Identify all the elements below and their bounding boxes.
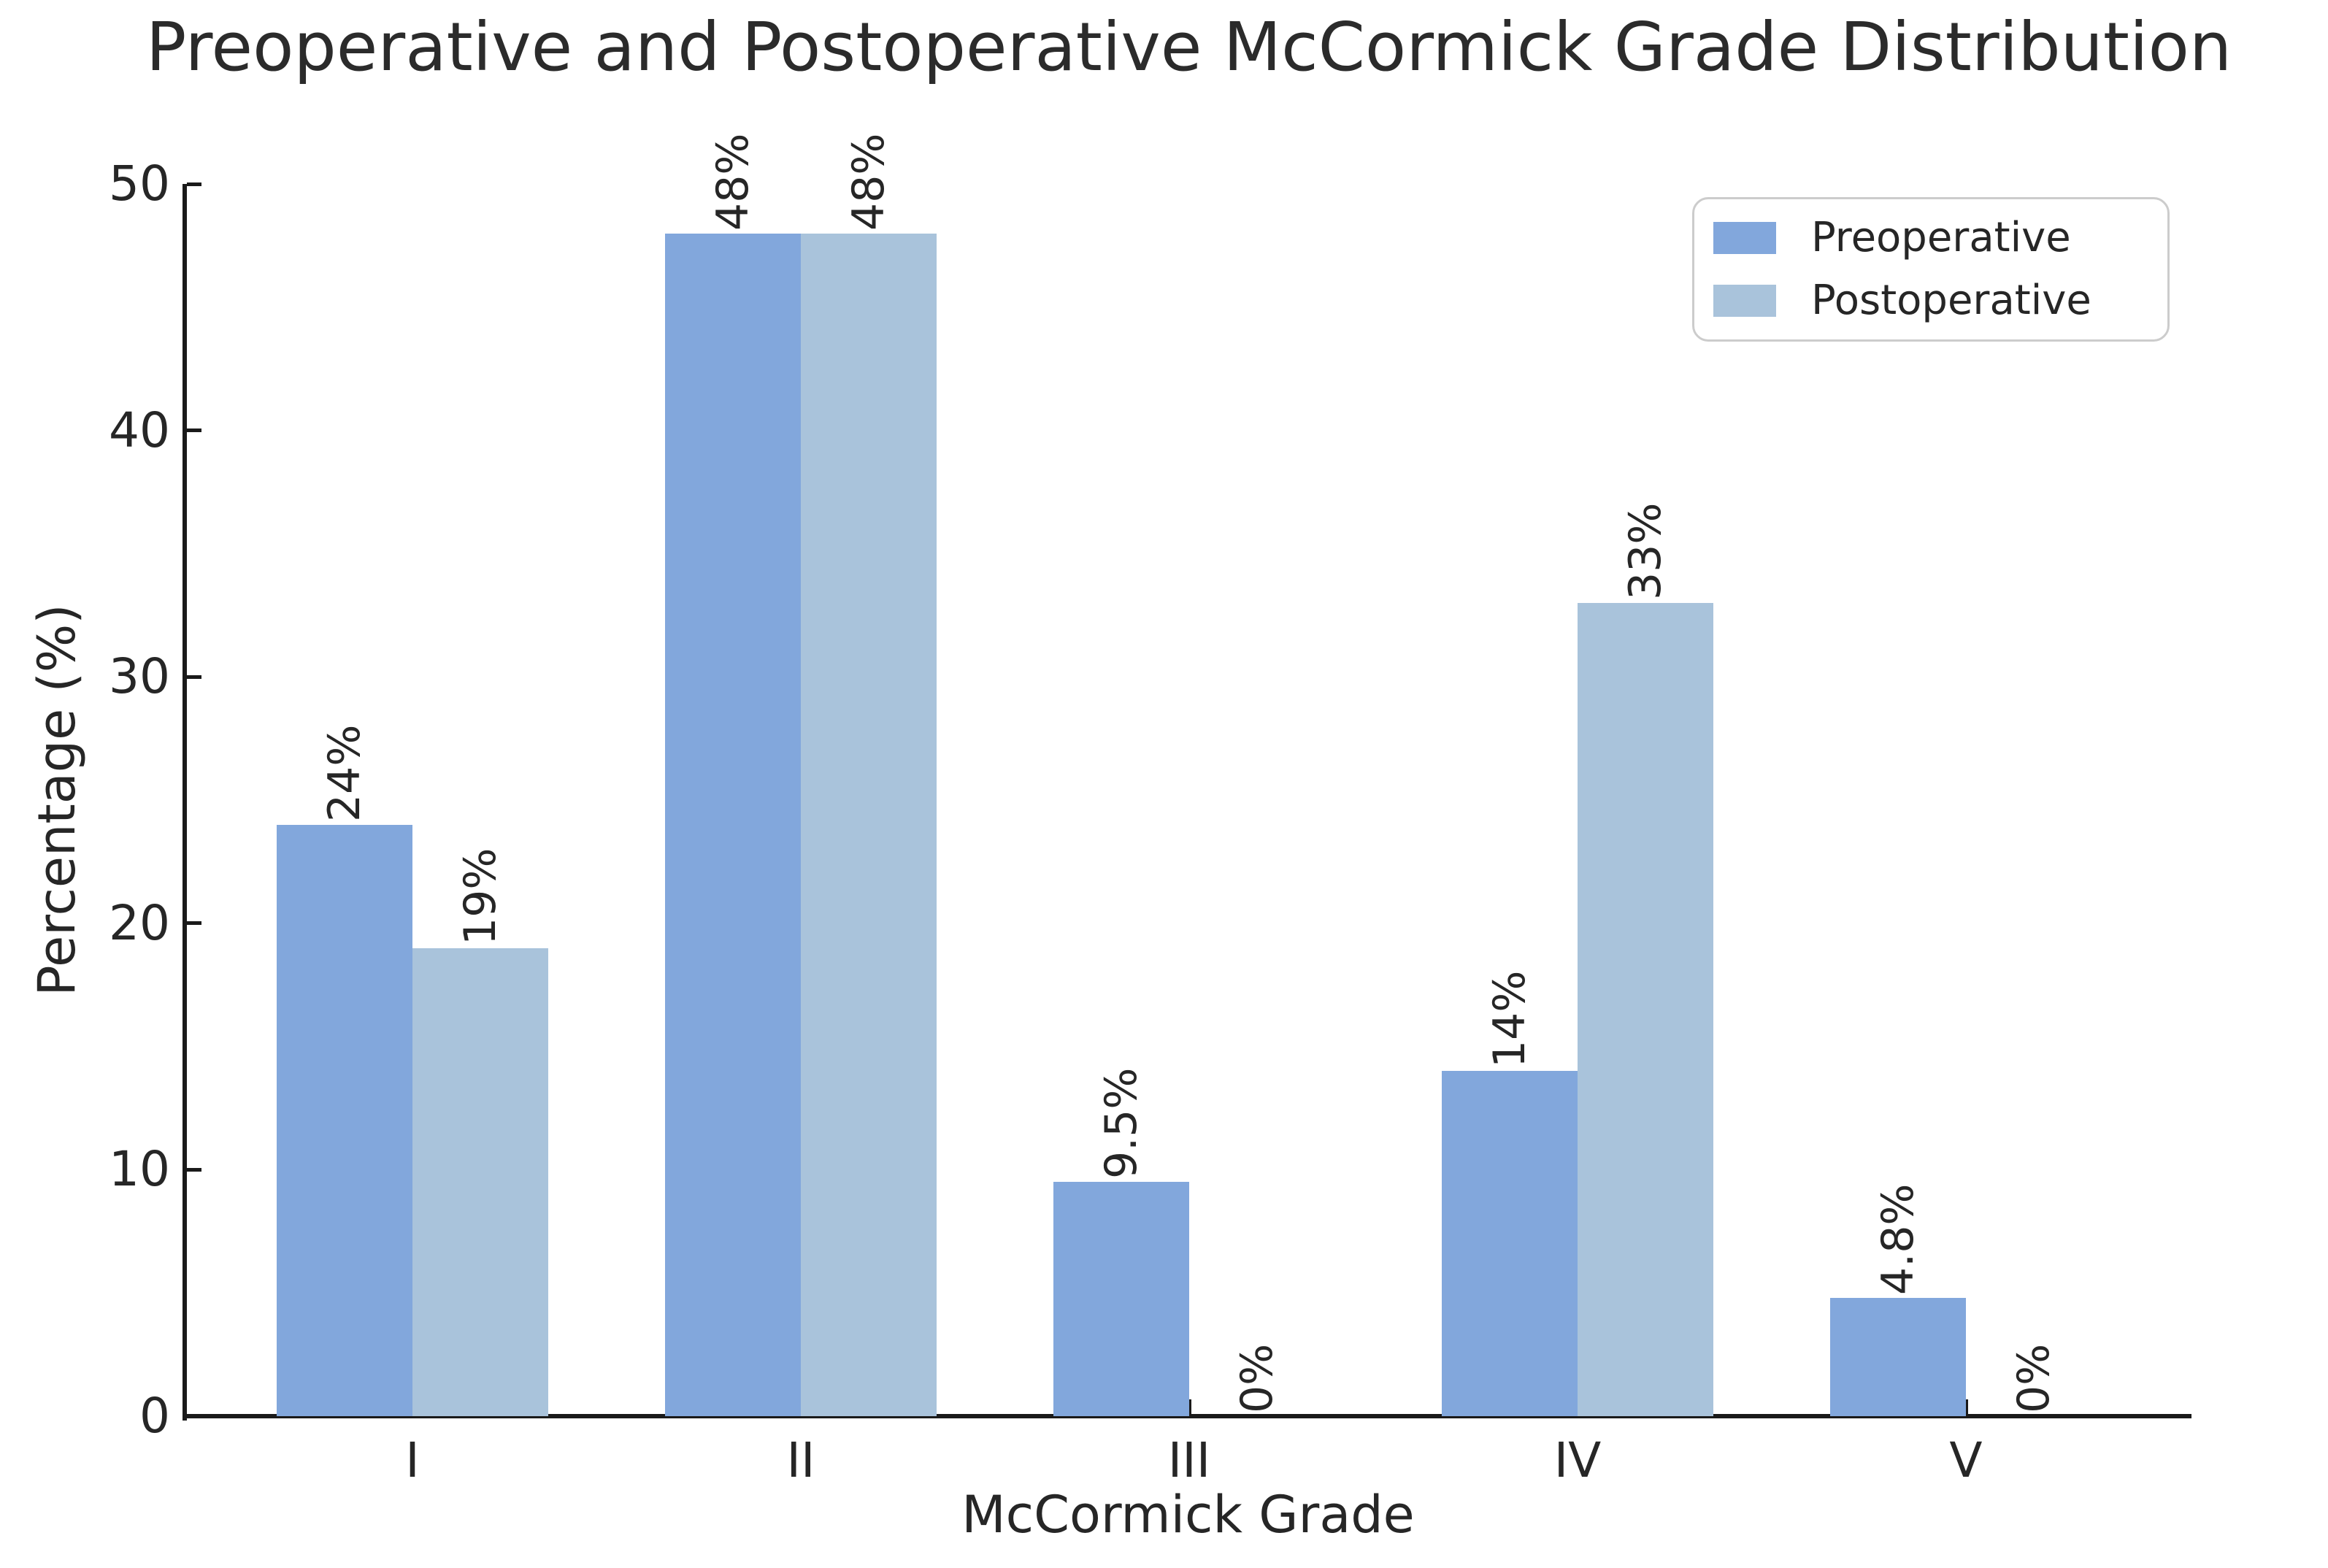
bar-preoperative-IV — [1442, 1071, 1578, 1416]
bar-value-label-postoperative-I: 19% — [455, 848, 506, 945]
y-tick-20 — [187, 921, 201, 926]
bar-value-label-preoperative-I: 24% — [319, 724, 370, 822]
bar-postoperative-I — [412, 948, 548, 1416]
bar-value-label-preoperative-II: 48% — [707, 133, 758, 231]
legend-swatch-preoperative — [1713, 222, 1776, 254]
y-tick-10 — [187, 1167, 201, 1172]
bar-postoperative-II — [801, 233, 937, 1416]
x-tick-label-V: V — [1949, 1432, 1983, 1488]
y-tick-label-0: 0 — [139, 1388, 170, 1444]
x-tick-label-III: III — [1167, 1432, 1211, 1488]
bar-value-label-preoperative-V: 4.8% — [1872, 1183, 1924, 1295]
legend: Preoperative Postoperative — [1692, 197, 2170, 342]
bar-value-label-postoperative-III: 0% — [1232, 1343, 1283, 1413]
y-tick-label-40: 40 — [109, 401, 170, 458]
legend-label-postoperative: Postoperative — [1811, 277, 2091, 324]
bar-value-label-preoperative-IV: 14% — [1484, 971, 1535, 1069]
x-tick-III — [1187, 1399, 1191, 1414]
x-tick-V — [1964, 1399, 1968, 1414]
bar-value-label-postoperative-IV: 33% — [1620, 502, 1671, 600]
y-axis-spine — [183, 184, 187, 1421]
legend-item-postoperative: Postoperative — [1713, 280, 2148, 321]
y-tick-40 — [187, 428, 201, 433]
y-tick-label-30: 30 — [109, 648, 170, 705]
y-tick-label-10: 10 — [109, 1141, 170, 1198]
y-tick-label-50: 50 — [109, 155, 170, 212]
x-axis-spine — [183, 1414, 2191, 1418]
x-tick-label-I: I — [405, 1432, 420, 1488]
bar-preoperative-V — [1830, 1297, 1966, 1416]
y-tick-30 — [187, 675, 201, 679]
bar-postoperative-IV — [1578, 602, 1713, 1416]
chart-title: Preoperative and Postoperative McCormick… — [145, 8, 2232, 86]
bar-preoperative-I — [277, 824, 412, 1416]
bar-value-label-postoperative-V: 0% — [2008, 1343, 2059, 1413]
x-tick-label-II: II — [786, 1432, 815, 1488]
legend-swatch-postoperative — [1713, 285, 1776, 317]
bar-preoperative-II — [665, 233, 801, 1416]
y-tick-label-20: 20 — [109, 894, 170, 951]
legend-label-preoperative: Preoperative — [1811, 214, 2071, 261]
legend-item-preoperative: Preoperative — [1713, 218, 2148, 258]
x-tick-label-IV: IV — [1553, 1432, 1602, 1488]
x-axis-label: McCormick Grade — [961, 1485, 1415, 1545]
bar-preoperative-III — [1053, 1182, 1189, 1416]
y-tick-0 — [187, 1414, 201, 1418]
bar-value-label-preoperative-III: 9.5% — [1096, 1067, 1147, 1180]
bar-value-label-postoperative-II: 48% — [843, 133, 894, 231]
y-tick-50 — [187, 182, 201, 186]
